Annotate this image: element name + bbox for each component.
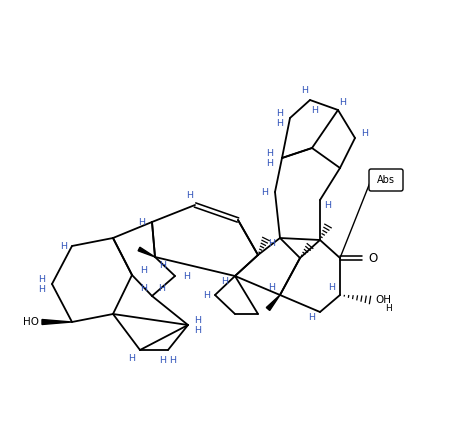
Text: H: H (194, 315, 201, 325)
Text: H: H (276, 118, 283, 128)
Polygon shape (266, 295, 280, 311)
Text: H: H (38, 285, 45, 293)
Text: H: H (159, 260, 167, 269)
FancyBboxPatch shape (369, 169, 403, 191)
Text: H: H (61, 242, 68, 250)
Text: H: H (267, 149, 274, 158)
Text: H: H (385, 304, 391, 312)
Text: H: H (269, 238, 275, 247)
Text: H: H (194, 326, 201, 334)
Text: H: H (38, 275, 45, 283)
Text: OH: OH (375, 295, 391, 305)
Text: H: H (362, 128, 369, 137)
Text: H: H (138, 217, 145, 227)
Text: H: H (140, 283, 148, 293)
Text: H: H (183, 271, 190, 281)
Text: H: H (301, 85, 308, 95)
Text: HO: HO (23, 317, 39, 327)
Text: H: H (276, 109, 283, 117)
Text: H: H (329, 282, 336, 292)
Text: O: O (368, 252, 377, 264)
Text: H: H (308, 312, 315, 322)
Text: H: H (159, 356, 167, 364)
Text: H: H (312, 106, 319, 114)
Text: Abs: Abs (377, 175, 395, 185)
Text: H: H (140, 265, 148, 275)
Text: H: H (267, 158, 274, 168)
Text: H: H (269, 282, 275, 292)
Text: H: H (262, 187, 269, 197)
Polygon shape (138, 247, 155, 257)
Text: H: H (204, 290, 211, 300)
Text: H: H (129, 353, 136, 363)
Polygon shape (42, 319, 72, 325)
Text: H: H (169, 356, 176, 364)
Text: H: H (221, 276, 229, 286)
Text: H: H (187, 191, 194, 199)
Text: H: H (325, 201, 332, 209)
Text: H: H (158, 283, 165, 293)
Text: H: H (339, 98, 346, 106)
